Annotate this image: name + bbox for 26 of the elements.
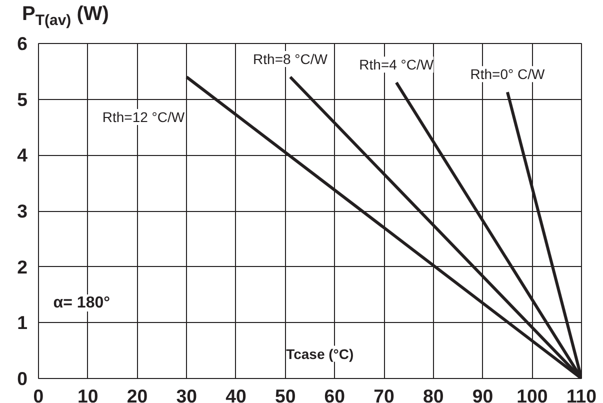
y-tick-label: 4 [17, 144, 28, 166]
x-tick-label: 60 [324, 386, 346, 403]
x-tick-label: 40 [226, 386, 246, 403]
x-tick-label: 10 [77, 386, 98, 403]
y-tick-label: 3 [17, 200, 28, 222]
x-tick-label: 70 [374, 386, 394, 403]
annotation: α= 180° [53, 294, 110, 312]
y-tick-label: 6 [17, 33, 28, 54]
x-tick-label: 30 [176, 386, 197, 403]
series-label: Rth=0° C/W [470, 66, 546, 82]
x-tick-label: 50 [274, 386, 296, 403]
series-label: Rth=4 °C/W [359, 56, 434, 73]
x-tick-label: 110 [566, 386, 597, 403]
x-tick-label: 0 [33, 386, 44, 403]
y-tick-label: 1 [17, 312, 28, 334]
series-label: Rth=12 °C/W [102, 109, 186, 125]
series-label: Rth=8 °C/W [253, 51, 328, 67]
x-axis-title: Tcase (°C) [286, 346, 354, 362]
y-axis-title: P$_{T(av)}$ (W) [22, 2, 109, 31]
x-tick-label: 20 [126, 386, 148, 403]
x-tick-label: 100 [516, 386, 548, 403]
y-tick-label: 0 [17, 368, 28, 389]
y-tick-label: 5 [17, 88, 28, 110]
y-tick-label: 2 [17, 256, 28, 278]
x-tick-label: 80 [423, 386, 444, 403]
x-tick-label: 90 [472, 386, 494, 403]
